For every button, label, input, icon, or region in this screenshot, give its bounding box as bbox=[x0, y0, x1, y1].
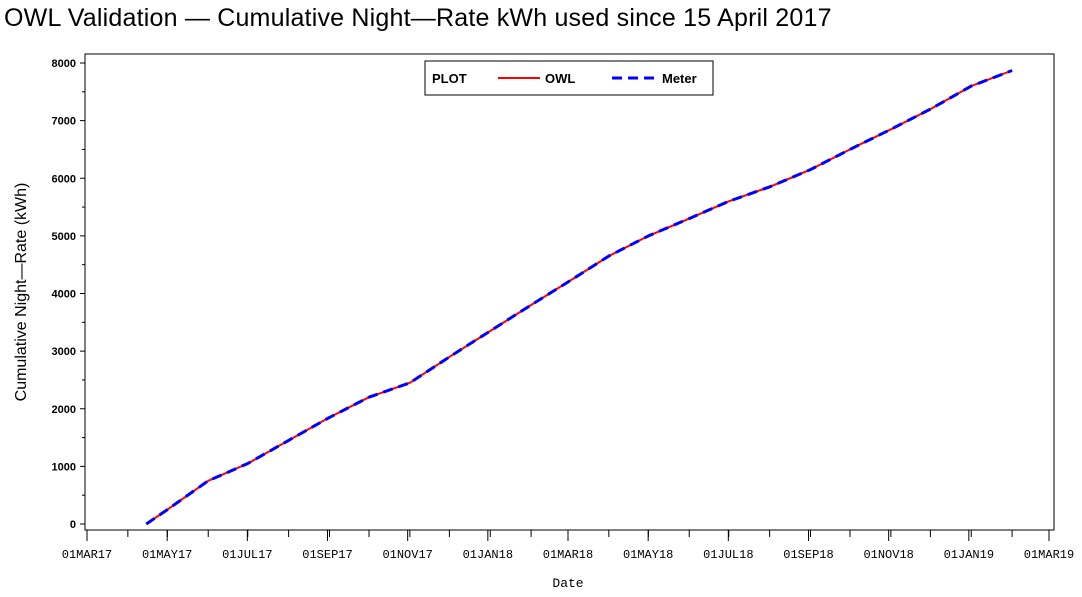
x-tick-label: 01SEP17 bbox=[302, 548, 352, 562]
x-tick-label: 01NOV18 bbox=[863, 548, 913, 562]
y-axis: 0 1000 2000 3000 4000 5000 6000 7000 8000 bbox=[52, 58, 86, 531]
x-axis-title: Date bbox=[552, 576, 583, 591]
y-tick-label: 1000 bbox=[52, 461, 76, 473]
legend-meter-label: Meter bbox=[662, 71, 697, 86]
x-tick-label: 01JUL17 bbox=[222, 548, 272, 562]
x-tick-label: 01MAR19 bbox=[1024, 548, 1074, 562]
series-line-meter bbox=[145, 69, 1013, 526]
y-tick-label: 8000 bbox=[52, 58, 76, 70]
legend-owl-label: OWL bbox=[545, 71, 575, 86]
plot-frame bbox=[84, 53, 1055, 531]
x-tick-label: 01SEP18 bbox=[783, 548, 833, 562]
x-tick-label: 01MAY18 bbox=[623, 548, 673, 562]
x-tick-label: 01JAN18 bbox=[463, 548, 513, 562]
x-tick-label: 01JAN19 bbox=[944, 548, 994, 562]
y-axis-title: Cumulative Night—Rate (kWh) bbox=[13, 183, 30, 402]
x-tick-label: 01NOV17 bbox=[382, 548, 432, 562]
chart-title: OWL Validation — Cumulative Night—Rate k… bbox=[4, 4, 832, 32]
y-tick-label: 3000 bbox=[52, 346, 76, 358]
y-tick-label: 4000 bbox=[52, 289, 76, 301]
y-tick-label: 6000 bbox=[52, 173, 76, 185]
y-tick-label: 2000 bbox=[52, 404, 76, 416]
series-line-owl bbox=[145, 69, 1013, 525]
series-layer bbox=[145, 69, 1013, 526]
x-tick-label: 01MAY17 bbox=[142, 548, 192, 562]
x-tick-label: 01MAR17 bbox=[62, 548, 112, 562]
y-tick-label: 5000 bbox=[52, 231, 76, 243]
y-tick-label: 7000 bbox=[52, 116, 76, 128]
y-tick-label: 0 bbox=[70, 519, 76, 531]
x-tick-label: 01JUL18 bbox=[703, 548, 753, 562]
legend: PLOT OWL Meter bbox=[424, 60, 714, 96]
legend-title: PLOT bbox=[432, 71, 467, 86]
x-tick-label: 01MAR18 bbox=[543, 548, 593, 562]
legend-box bbox=[424, 60, 714, 96]
x-axis: 01MAR17 01MAY17 01JUL17 01SEP17 01NOV17 01JAN… bbox=[62, 530, 1074, 562]
